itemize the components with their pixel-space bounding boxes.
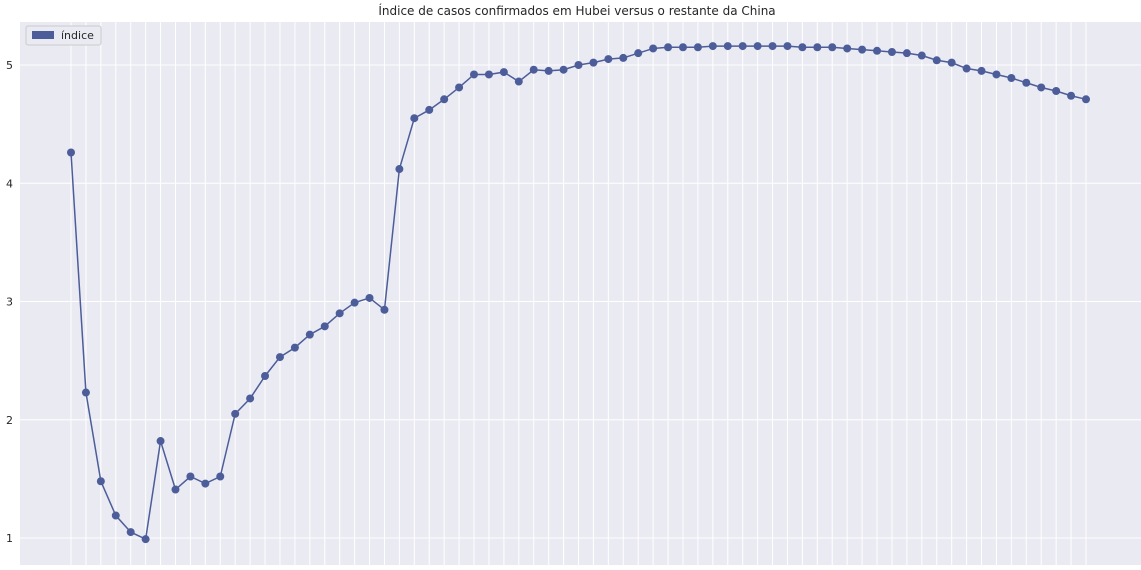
data-point-64: [1022, 78, 1031, 87]
data-point-41: [678, 43, 687, 52]
data-point-19: [350, 298, 359, 307]
data-point-21: [380, 305, 389, 314]
grid-lines: [20, 22, 1141, 565]
data-point-53: [858, 45, 867, 54]
legend: índice: [25, 25, 102, 46]
data-point-23: [410, 114, 419, 123]
data-point-27: [470, 70, 479, 79]
y-tick-labels: 1 2 3 4 5: [6, 59, 13, 545]
y-tick-label-3: 3: [6, 296, 13, 309]
data-point-1: [81, 388, 90, 397]
data-point-28: [484, 70, 493, 79]
data-point-56: [902, 49, 911, 58]
data-point-57: [917, 51, 926, 60]
y-tick-label-4: 4: [6, 177, 13, 190]
data-point-29: [499, 68, 508, 77]
data-point-22: [395, 165, 404, 174]
data-point-14: [275, 353, 284, 362]
data-point-65: [1037, 83, 1046, 92]
data-point-47: [768, 42, 777, 51]
data-point-10: [216, 472, 225, 481]
data-point-11: [231, 409, 240, 418]
data-point-0: [67, 148, 75, 157]
data-point-68: [1082, 95, 1090, 104]
data-point-42: [693, 43, 702, 52]
data-point-18: [335, 309, 344, 318]
data-point-49: [798, 43, 807, 52]
data-point-37: [619, 53, 628, 62]
data-point-7: [171, 485, 180, 494]
data-point-43: [708, 42, 717, 51]
data-point-15: [290, 343, 299, 352]
data-point-46: [753, 42, 762, 51]
data-point-31: [529, 65, 538, 74]
data-point-20: [365, 293, 374, 302]
data-point-9: [201, 479, 210, 488]
data-point-50: [813, 43, 822, 52]
data-point-36: [604, 55, 613, 64]
data-point-25: [440, 95, 449, 104]
data-point-59: [947, 58, 956, 67]
data-point-30: [514, 77, 523, 86]
series-indice: [67, 42, 1090, 544]
legend-label: índice: [61, 29, 94, 42]
data-point-16: [305, 330, 314, 339]
data-point-54: [873, 46, 882, 55]
data-point-32: [544, 66, 553, 75]
data-point-13: [261, 371, 270, 380]
data-point-58: [932, 56, 941, 65]
data-point-33: [559, 65, 568, 74]
data-point-26: [455, 83, 464, 92]
data-point-63: [1007, 74, 1016, 83]
data-point-12: [246, 394, 255, 403]
data-point-24: [425, 105, 434, 114]
data-point-34: [574, 61, 583, 69]
plot-area: [20, 22, 1141, 565]
data-point-60: [962, 64, 971, 73]
data-point-62: [992, 70, 1001, 79]
data-point-17: [320, 322, 329, 331]
data-point-3: [111, 511, 120, 520]
data-point-55: [887, 47, 896, 56]
data-point-2: [96, 477, 105, 486]
chart-title: Índice de casos confirmados em Hubei ver…: [378, 3, 775, 18]
data-point-4: [126, 528, 135, 537]
data-point-38: [634, 49, 643, 58]
data-point-6: [156, 437, 165, 446]
data-point-52: [843, 44, 852, 53]
data-point-44: [723, 42, 732, 51]
y-tick-label-1: 1: [6, 532, 13, 545]
data-point-35: [589, 58, 598, 67]
data-point-67: [1067, 91, 1076, 100]
legend-swatch: [32, 31, 54, 39]
y-tick-label-5: 5: [6, 59, 13, 72]
data-point-51: [828, 43, 837, 52]
y-tick-label-2: 2: [6, 414, 13, 427]
legend-box: [25, 25, 102, 46]
data-point-39: [649, 44, 658, 53]
data-point-40: [664, 43, 673, 52]
data-point-8: [186, 472, 195, 481]
data-point-66: [1052, 87, 1061, 96]
data-point-61: [977, 66, 986, 75]
data-point-48: [783, 42, 792, 51]
data-point-45: [738, 42, 747, 51]
data-point-5: [141, 535, 150, 544]
